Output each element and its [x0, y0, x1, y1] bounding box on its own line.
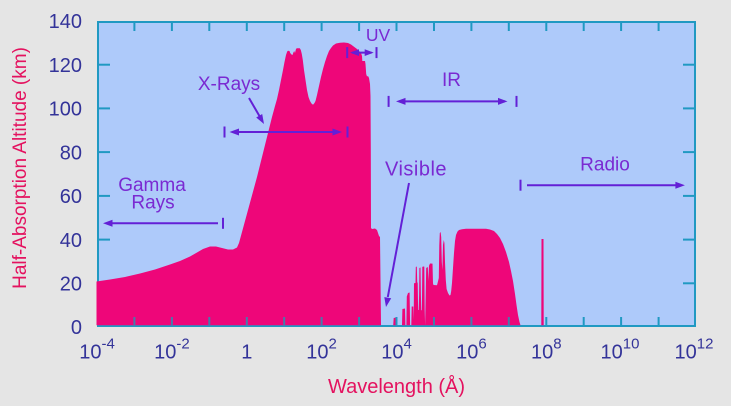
svg-text:Radio: Radio	[580, 155, 630, 176]
svg-text:120: 120	[49, 55, 82, 77]
svg-text:Rays: Rays	[131, 193, 174, 214]
svg-text:0: 0	[71, 317, 82, 339]
svg-text:X-Rays: X-Rays	[198, 74, 260, 95]
svg-text:100: 100	[49, 99, 82, 121]
svg-text:60: 60	[60, 186, 82, 208]
svg-text:Wavelength (Å): Wavelength (Å)	[328, 375, 465, 398]
svg-text:IR: IR	[442, 70, 461, 91]
svg-text:40: 40	[60, 230, 82, 252]
svg-text:Half-Absorption Altitude (km): Half-Absorption Altitude (km)	[10, 47, 31, 289]
svg-text:20: 20	[60, 274, 82, 296]
svg-text:UV: UV	[366, 25, 391, 45]
svg-text:1: 1	[241, 342, 252, 364]
svg-text:80: 80	[60, 142, 82, 164]
svg-text:Visible: Visible	[385, 159, 447, 181]
svg-text:140: 140	[49, 11, 82, 33]
svg-text:Gamma: Gamma	[118, 175, 186, 196]
